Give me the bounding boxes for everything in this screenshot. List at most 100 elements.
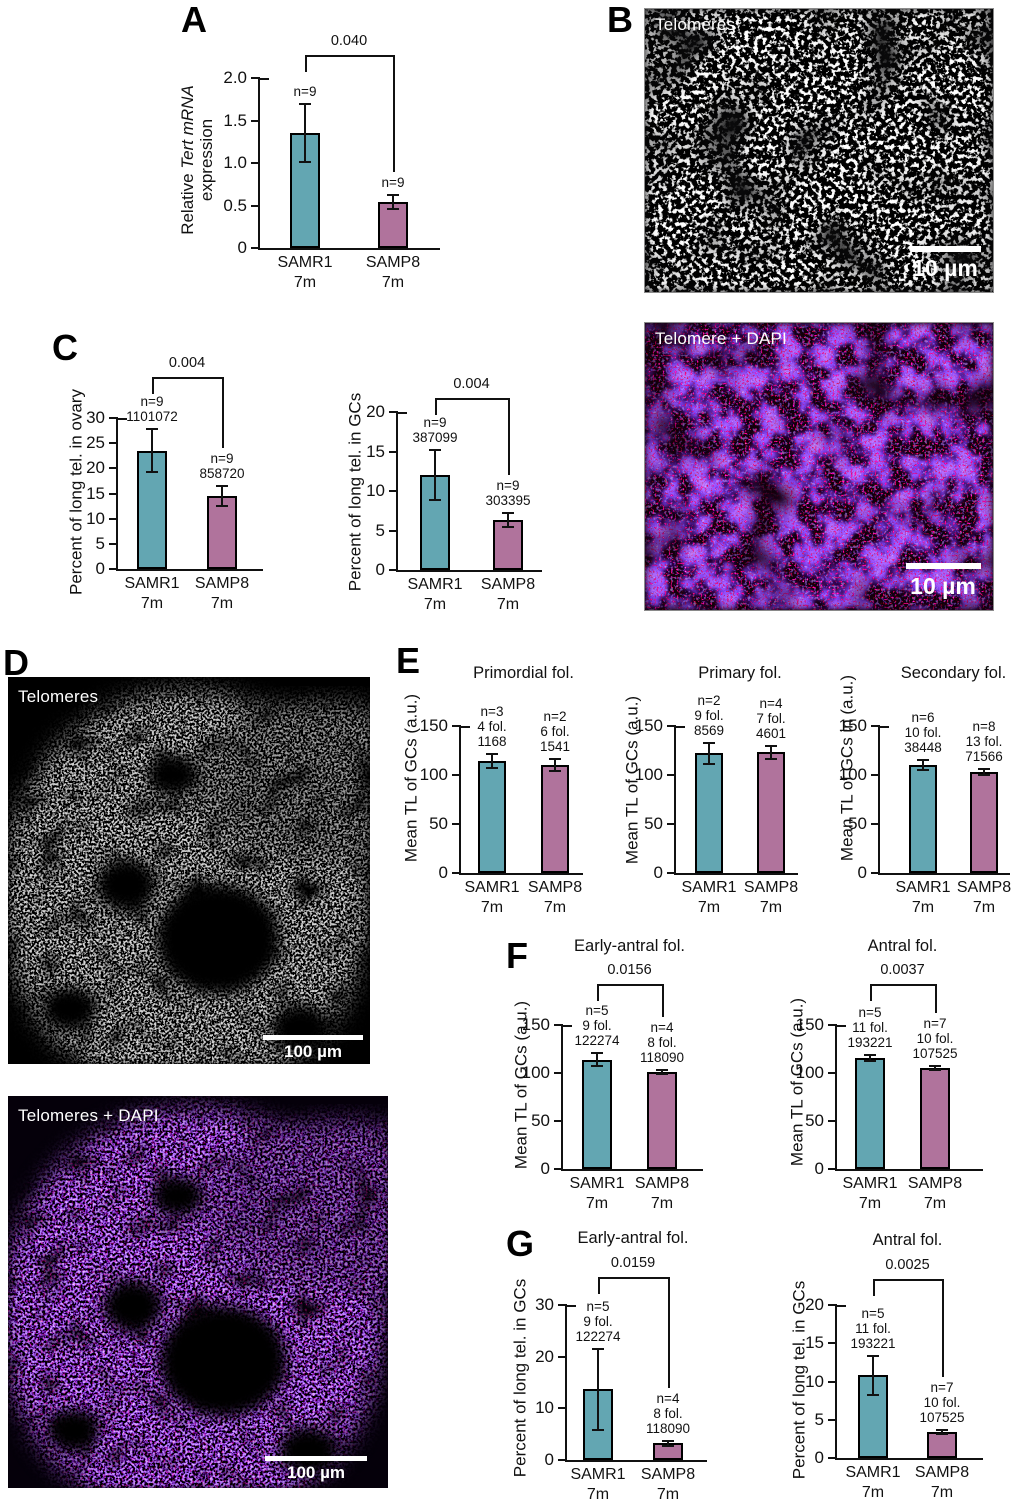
bar-samr1 (695, 753, 723, 873)
x-label-line: SAMR1 (277, 254, 333, 271)
annotation-line: n=2 (543, 709, 567, 725)
y-axis-hook (567, 1305, 576, 1307)
error-bar (434, 449, 436, 501)
sig-bracket-left (152, 377, 154, 394)
y-tick (251, 77, 260, 79)
y-axis-label-line: Percent of long tel. in GCs (510, 1278, 530, 1478)
y-tick-label: 2.0 (223, 68, 247, 87)
y-axis-label: Mean TL of GCs (a.u.) (788, 998, 807, 1166)
p-value: 0.0025 (885, 1257, 930, 1273)
y-tick (452, 872, 461, 874)
annotation-line: 118090 (645, 1421, 691, 1437)
scale-bar (263, 1035, 363, 1040)
annotation-line: 10 fol. (916, 1031, 954, 1047)
annotation-line: n=9 (210, 451, 234, 467)
error-cap-top (591, 1051, 603, 1054)
micrograph-label: Telomeres (18, 687, 99, 706)
y-tick (667, 774, 676, 776)
annotation-line: 122274 (575, 1328, 621, 1344)
error-cap-bottom (656, 1072, 668, 1075)
error-bar (708, 742, 710, 765)
error-cap-bottom (216, 504, 228, 507)
y-tick (251, 119, 260, 122)
sig-bracket-left (870, 984, 872, 1001)
y-tick-label: 50 (531, 1111, 550, 1130)
x-axis (459, 873, 583, 875)
y-axis-label-line: Mean TL of GCs (a.u.) (511, 1000, 531, 1170)
x-axis (835, 1169, 983, 1171)
sig-bracket (873, 1279, 944, 1281)
y-tick (109, 568, 118, 570)
y-tick (667, 823, 676, 825)
y-tick (389, 569, 398, 571)
y-tick-label: 50 (848, 814, 867, 833)
y-tick-label: 100 (521, 1063, 550, 1082)
y-tick-label: 100 (419, 765, 448, 784)
annotation-line: n=6 (911, 710, 935, 726)
y-axis (878, 726, 880, 875)
panel-letter-e: E (396, 640, 421, 681)
y-tick (828, 1342, 837, 1345)
annotation-line: n=5 (858, 1004, 882, 1020)
error-bar (596, 1052, 598, 1067)
annotation-line: 10 fol. (923, 1394, 961, 1410)
x-label: SAMP8 7m (505, 878, 605, 918)
x-axis (565, 1460, 707, 1462)
error-cap-bottom (662, 1444, 674, 1447)
telomeres-micrograph-art (645, 9, 993, 292)
y-tick (871, 872, 880, 874)
annotation-line: 7 fol. (756, 710, 786, 726)
y-tick-label: 0 (375, 560, 385, 579)
annotation-line: n=9 (293, 84, 317, 100)
annotation-line: n=9 (381, 175, 405, 191)
x-label-line: SAMP8 (634, 1175, 690, 1192)
y-tick (828, 1457, 837, 1459)
y-axis (565, 1305, 567, 1462)
error-bar (661, 1070, 663, 1074)
annotation-line: 193221 (850, 1336, 896, 1352)
bar-annotation: n=5 11 fol. 193221 (818, 1306, 928, 1351)
y-axis (835, 1025, 837, 1171)
x-label-line: SAMP8 (956, 879, 1012, 896)
error-cap-top (387, 194, 399, 197)
p-value: 0.0037 (880, 962, 925, 978)
y-axis-hook (398, 412, 407, 414)
y-tick-label: 15 (805, 1333, 824, 1353)
error-cap-top (703, 741, 715, 744)
bar-samp8 (493, 520, 523, 570)
x-label-line: SAMR1 (842, 1175, 898, 1192)
annotation-line: n=4 (759, 695, 783, 711)
x-axis (116, 569, 263, 571)
scale-bar-text: 100 µm (287, 1463, 345, 1482)
x-label-line: SAMR1 (895, 879, 951, 896)
scale-bar (265, 1456, 367, 1461)
annotation-line: 38448 (904, 740, 942, 756)
y-tick (109, 517, 118, 520)
telomere-dapi-micrograph: Telomere + DAPI 10 µm (644, 322, 994, 611)
bar-annotation: n=4 8 fol. 118090 (607, 1020, 717, 1065)
y-axis-hook (676, 726, 685, 728)
bar-samp8 (647, 1072, 677, 1169)
error-bar (304, 104, 306, 163)
x-label-line: 7m (923, 1195, 947, 1212)
bar-annotation: n=7 10 fol. 107525 (880, 1016, 990, 1061)
micrograph-label: Telomeres + DAPI (18, 1106, 159, 1125)
y-tick (452, 725, 461, 727)
sig-bracket (598, 1277, 670, 1279)
y-tick-label: 0 (540, 1159, 550, 1178)
annotation-line: 4 fol. (477, 719, 507, 735)
x-label-line: SAMR1 (124, 575, 180, 592)
y-tick-label: 20 (805, 1295, 824, 1314)
x-label-line: 7m (972, 899, 996, 916)
x-label: SAMR1 7m (442, 878, 542, 918)
y-tick-label: 10 (805, 1371, 824, 1391)
error-cap-bottom (936, 1433, 948, 1436)
y-axis-label: Percent of long tel. in GCs (511, 1279, 530, 1477)
y-tick (871, 774, 880, 776)
y-axis-label: Mean TL of GCs (a.u.) (512, 1001, 531, 1169)
y-axis-label-line: Percent of long tel. in GCs (345, 392, 365, 592)
bar-samp8 (920, 1068, 950, 1169)
x-label-line: SAMP8 (914, 1464, 970, 1481)
error-cap-top (146, 428, 158, 431)
telomere-dapi-micrograph-art (645, 323, 993, 610)
